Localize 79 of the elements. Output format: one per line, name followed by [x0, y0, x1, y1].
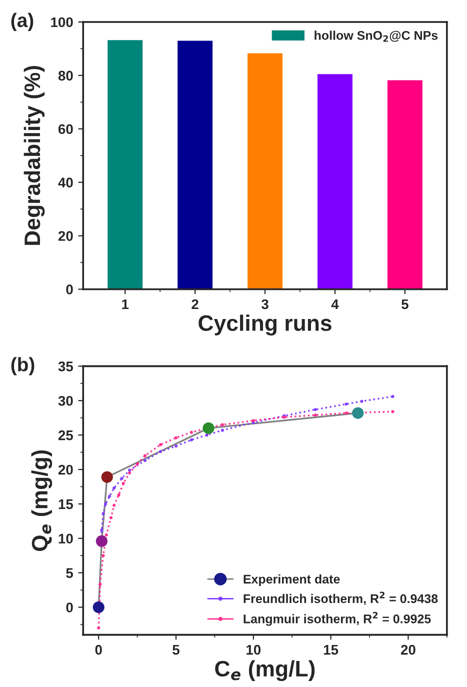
y-tick-label: 0: [66, 284, 73, 294]
point: [120, 476, 124, 480]
y-tick-label: 25: [58, 430, 74, 440]
y-tick-label: 60: [58, 124, 73, 134]
y-tick-label: 20: [58, 464, 73, 475]
x-tick-label: 0: [95, 644, 102, 655]
point: [97, 626, 100, 630]
x-axis-title: C$_{e}$ (mg/L): [215, 660, 315, 682]
point: [344, 402, 348, 406]
point: [112, 486, 116, 490]
x-tick-label: 4: [331, 299, 339, 310]
point: [391, 394, 394, 398]
point: [202, 422, 214, 434]
point: [220, 428, 224, 432]
point: [102, 512, 105, 516]
y-tick-label: 40: [58, 178, 73, 188]
x-tick-label: 2: [192, 299, 198, 310]
point: [102, 554, 105, 558]
bar: [108, 40, 143, 290]
point: [109, 516, 113, 520]
point: [314, 408, 317, 412]
point: [136, 462, 139, 466]
y-tick-label: 30: [58, 396, 73, 406]
legend-label: Experiment date: [244, 574, 340, 586]
point: [98, 582, 102, 586]
y-tick-label: 5: [66, 568, 74, 578]
point: [143, 458, 147, 462]
point: [352, 407, 364, 419]
x-tick-label: 3: [261, 299, 268, 310]
point: [158, 443, 162, 446]
y-tick-label: 15: [58, 499, 74, 510]
point: [143, 454, 147, 458]
x-axis-title: Cycling runs: [198, 314, 332, 336]
point: [92, 601, 104, 614]
point: [104, 533, 108, 536]
point: [190, 438, 194, 442]
y-tick-label: 20: [58, 231, 73, 241]
point: [174, 436, 178, 440]
point: [314, 414, 317, 417]
point: [391, 410, 394, 414]
x-tick-label: 5: [172, 645, 180, 655]
point: [108, 494, 111, 498]
point: [360, 400, 364, 403]
bar: [178, 40, 213, 290]
point: [112, 504, 116, 507]
point: [128, 468, 132, 472]
legend-label: Langmuir isotherm, R$^{2}$ = 0.9925: [244, 612, 431, 626]
point: [100, 528, 104, 532]
bar: [317, 74, 352, 290]
y-axis-title: Degradability (%): [24, 66, 45, 245]
point: [128, 471, 132, 474]
y-tick-label: 35: [58, 362, 74, 372]
point: [96, 535, 108, 547]
point: [174, 444, 178, 448]
point: [122, 482, 125, 485]
x-tick-label: 5: [402, 299, 408, 310]
point: [220, 423, 224, 426]
point: [117, 493, 120, 497]
legend-label: hollow SnO$_{2}$@C NPs: [314, 30, 438, 42]
point: [205, 433, 209, 437]
y-tick-label: 100: [51, 17, 73, 28]
x-tick-label: 15: [324, 645, 338, 655]
point: [190, 430, 194, 434]
x-tick-label: 1: [122, 299, 129, 310]
point: [158, 450, 162, 454]
y-tick-label: 10: [58, 534, 73, 544]
point: [344, 411, 348, 415]
legend-label: Freundlich isotherm, R$^{2}$ = 0.9438: [244, 592, 438, 605]
y-tick-label: 80: [58, 70, 73, 81]
y-axis-title: Q$_{e}$ (mg/g): [31, 450, 52, 552]
y-tick-label: 0: [66, 602, 73, 612]
x-tick-label: 20: [400, 644, 416, 655]
bar: [387, 80, 422, 290]
x-tick-label: 10: [246, 644, 261, 655]
bar: [248, 53, 283, 290]
text: (b): [11, 357, 34, 376]
point: [104, 502, 108, 506]
text: (a): [11, 12, 34, 32]
point: [101, 471, 113, 483]
